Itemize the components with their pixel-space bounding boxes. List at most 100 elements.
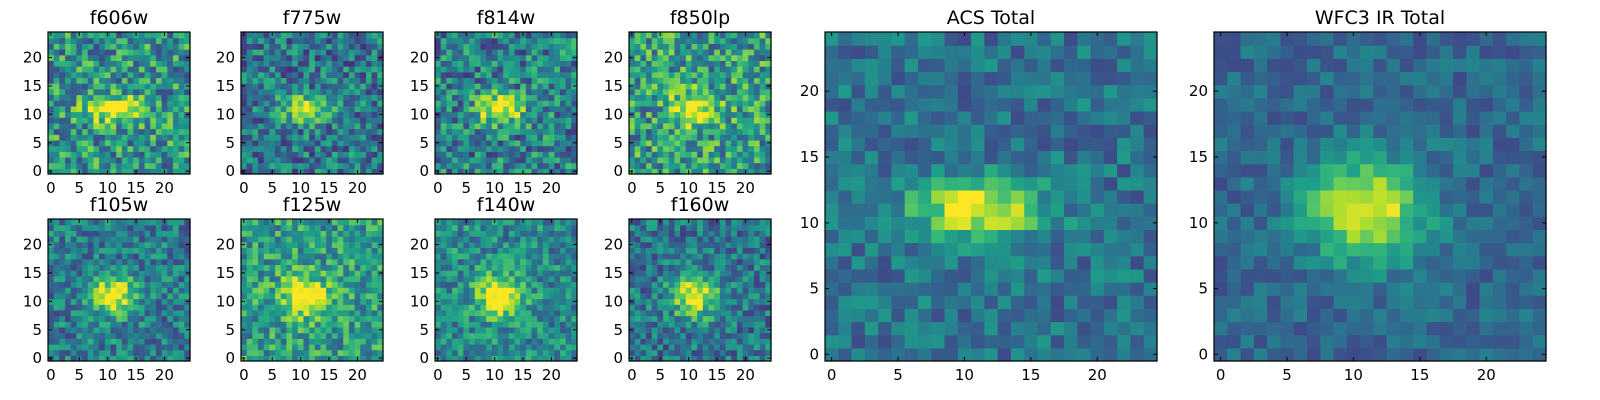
heatmap-cell <box>280 309 288 317</box>
heatmap-cell <box>542 281 550 288</box>
heatmap-cell <box>82 258 89 266</box>
heatmap-cell <box>275 49 282 56</box>
heatmap-cell <box>348 287 356 294</box>
heatmap-cell <box>736 139 744 147</box>
heatmap-cell <box>82 117 89 124</box>
heatmap-cell <box>178 315 185 322</box>
heatmap-cell <box>486 37 493 44</box>
heatmap-cell <box>452 247 459 254</box>
heatmap-cell <box>99 54 106 61</box>
heatmap-cell <box>365 100 373 107</box>
heatmap-cell <box>480 134 487 141</box>
heatmap-cell <box>736 151 744 158</box>
heatmap-cell <box>440 37 447 44</box>
heatmap-cell <box>663 60 670 67</box>
heatmap-cell <box>110 139 117 147</box>
heatmap-cell <box>121 236 129 243</box>
heatmap-cell <box>548 71 555 79</box>
heatmap-cell <box>520 77 527 84</box>
heatmap-cell <box>87 230 95 237</box>
heatmap-cell <box>280 71 288 79</box>
heatmap-cell <box>275 105 282 113</box>
heatmap-cell <box>172 162 180 169</box>
heatmap-cell <box>486 162 493 169</box>
heatmap-cell <box>82 315 89 322</box>
heatmap-cell <box>127 247 134 254</box>
heatmap-cell <box>446 145 453 152</box>
heatmap-cell <box>314 343 322 351</box>
heatmap-cell <box>680 88 687 96</box>
heatmap-cell <box>725 122 732 130</box>
heatmap-cell <box>554 298 561 305</box>
heatmap-cell <box>59 151 66 158</box>
heatmap-cell <box>337 37 344 44</box>
heatmap-cell <box>121 168 129 175</box>
heatmap-cell <box>178 264 185 271</box>
heatmap-cell <box>337 139 344 147</box>
heatmap-cell <box>116 332 123 339</box>
heatmap-cell <box>184 134 191 141</box>
heatmap-cell <box>731 304 738 311</box>
heatmap-cell <box>691 49 698 56</box>
heatmap-cell <box>320 83 327 90</box>
heatmap-cell <box>759 349 766 356</box>
heatmap-cell <box>668 32 676 39</box>
heatmap-cell <box>365 156 373 164</box>
heatmap-cell <box>457 71 464 79</box>
heatmap-cell <box>753 32 761 39</box>
heatmap-cell <box>651 94 658 101</box>
heatmap-cell <box>736 298 744 305</box>
heatmap-cell <box>520 241 527 248</box>
heatmap-cell <box>657 270 664 277</box>
heatmap-cell <box>765 321 772 328</box>
heatmap-cell <box>87 281 95 288</box>
heatmap-cell <box>337 162 344 169</box>
heatmap-cell <box>474 309 482 317</box>
heatmap-cell <box>241 43 248 50</box>
heatmap-cell <box>150 292 157 300</box>
heatmap-cell <box>725 355 732 362</box>
heatmap-cell <box>508 275 516 283</box>
heatmap-cell <box>491 37 499 44</box>
heatmap-cell <box>252 287 259 294</box>
heatmap-cell <box>463 241 470 248</box>
heatmap-cell <box>303 145 310 152</box>
heatmap-cell <box>457 54 464 61</box>
heatmap-cell <box>691 309 698 317</box>
heatmap-cell <box>486 270 493 277</box>
heatmap-cell <box>297 117 305 124</box>
heatmap-cell <box>286 338 293 345</box>
heatmap-cell <box>53 88 60 96</box>
heatmap-cell <box>87 37 95 44</box>
heatmap-cell <box>87 94 95 101</box>
heatmap-cell <box>93 77 100 84</box>
heatmap-cell <box>320 60 327 67</box>
heatmap-cell <box>469 117 476 124</box>
heatmap-cell <box>348 151 356 158</box>
heatmap-cell <box>446 117 453 124</box>
heatmap-cell <box>503 32 510 39</box>
heatmap-cell <box>531 100 538 107</box>
heatmap-cell <box>70 304 77 311</box>
heatmap-cell <box>241 117 248 124</box>
heatmap-cell <box>286 264 293 271</box>
heatmap-cell <box>486 122 493 130</box>
heatmap-cell <box>463 332 470 339</box>
heatmap-cell <box>559 111 567 118</box>
heatmap-cell <box>258 111 265 118</box>
heatmap-cell <box>76 224 83 231</box>
heatmap-cell <box>554 37 561 44</box>
heatmap-cell <box>508 111 516 118</box>
heatmap-cell <box>121 54 129 61</box>
heatmap-cell <box>314 321 322 328</box>
x-tick-label: 20 <box>155 366 174 384</box>
heatmap-cell <box>463 122 470 130</box>
heatmap-cell <box>76 60 83 67</box>
heatmap-cell <box>668 145 676 152</box>
heatmap-cell <box>452 32 459 39</box>
heatmap-cell <box>486 43 493 50</box>
heatmap-cell <box>474 281 482 288</box>
heatmap-cell <box>314 247 322 254</box>
heatmap-cell <box>133 54 140 61</box>
heatmap-cell <box>252 241 259 248</box>
